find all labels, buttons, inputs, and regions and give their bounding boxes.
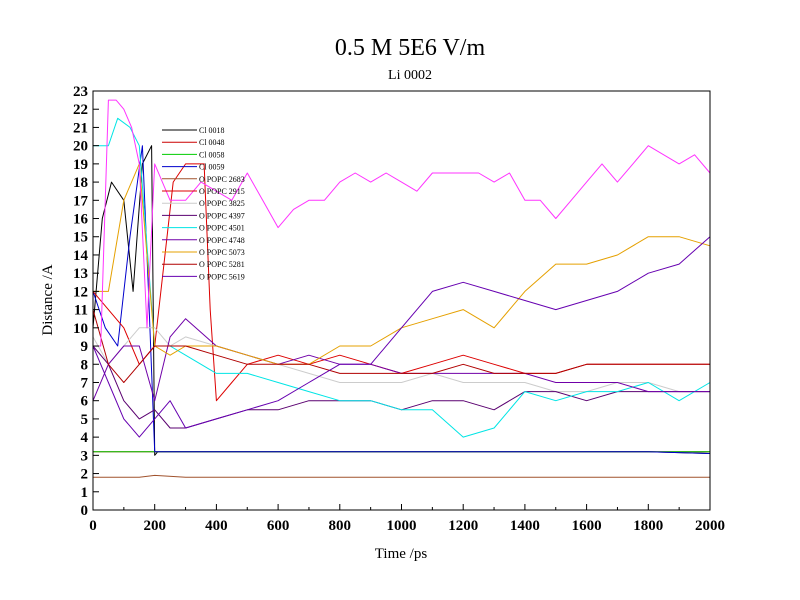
x-tick-label: 1800: [633, 518, 663, 534]
chart-subtitle: Li 0002: [388, 68, 432, 83]
y-tick-label: 10: [73, 321, 88, 337]
series-line-o-popc-5073: [93, 163, 711, 365]
plot-lines: [92, 99, 711, 478]
y-tick-label: 22: [73, 102, 88, 118]
y-tick-label: 5: [81, 412, 89, 428]
y-tick-label: 8: [81, 357, 89, 373]
legend-label: O POPC 5281: [199, 260, 245, 269]
series-line-o-popc-2915: [92, 163, 710, 402]
x-tick-label: 600: [267, 518, 290, 534]
y-tick-label: 17: [73, 193, 89, 209]
y-axis-label: Distance /A: [40, 264, 56, 335]
y-tick-label: 13: [73, 266, 88, 282]
legend-label: O POPC 5619: [199, 272, 245, 281]
legend-label: O POPC 4501: [199, 224, 245, 233]
series-line-o-popc-5281: [92, 309, 710, 383]
series-line-o-popc-2683: [93, 474, 710, 478]
legend-label: Cl 0058: [199, 150, 225, 159]
y-tick-label: 16: [73, 212, 89, 228]
x-tick-label: 1400: [510, 518, 540, 534]
y-tick-label: 12: [73, 284, 88, 300]
x-axis-label: Time /ps: [375, 546, 428, 562]
x-tick-label: 800: [329, 518, 352, 534]
series-line-cl-0018: [92, 145, 711, 456]
y-tick-label: 1: [81, 485, 89, 501]
y-tick-label: 20: [73, 139, 88, 155]
y-tick-label: 11: [74, 303, 88, 319]
y-tick-label: 15: [73, 230, 88, 246]
legend-label: O POPC 2683: [199, 175, 245, 184]
x-tick-label: 400: [205, 518, 228, 534]
legend-label: Cl 0048: [199, 138, 225, 147]
x-tick-label: 1200: [448, 518, 478, 534]
y-tick-label: 2: [81, 467, 89, 483]
x-axis: 0 200 400 600 800 1000 1200 1400 1600 1800 2000: [89, 504, 725, 534]
legend-label: O POPC 3825: [199, 199, 245, 208]
y-tick-label: 9: [81, 339, 89, 355]
x-tick-label: 1600: [572, 518, 602, 534]
legend: Cl 0018 Cl 0048 Cl 0058 Cl 0059 O POPC 2683 O…: [162, 126, 245, 281]
x-tick-label: 0: [89, 518, 97, 534]
x-tick-label: 2000: [695, 518, 725, 534]
series-line-o-popc-4397: [92, 345, 710, 429]
y-tick-label: 14: [73, 248, 89, 264]
y-tick-label: 7: [81, 375, 89, 391]
y-tick-label: 3: [81, 448, 89, 464]
series-line-unlabeled-13: [93, 99, 711, 347]
y-tick-label: 23: [73, 84, 88, 100]
series-line-o-popc-4501: [93, 117, 711, 438]
plot-frame: [92, 90, 711, 511]
legend-label: O POPC 4397: [199, 211, 245, 220]
series-line-o-popc-3825: [92, 327, 710, 393]
series-line-cl-0059: [92, 145, 711, 454]
y-tick-label: 21: [73, 120, 88, 136]
legend-label: O POPC 4748: [199, 236, 245, 245]
series-line-o-popc-5619: [92, 236, 711, 438]
legend-label: Cl 0018: [199, 126, 225, 135]
legend-label: O POPC 5073: [199, 248, 245, 257]
legend-label: O POPC 2915: [199, 187, 245, 196]
chart-title: 0.5 M 5E6 V/m: [335, 35, 486, 61]
x-tick-label: 1000: [387, 518, 417, 534]
y-tick-label: 18: [73, 175, 88, 191]
series-line-o-popc-4748: [92, 318, 710, 402]
y-tick-label: 0: [81, 503, 89, 519]
y-tick-label: 4: [81, 430, 89, 446]
x-tick-label: 200: [143, 518, 166, 534]
y-tick-label: 19: [73, 157, 88, 173]
legend-label: Cl 0059: [199, 163, 225, 172]
y-tick-label: 6: [81, 394, 89, 410]
